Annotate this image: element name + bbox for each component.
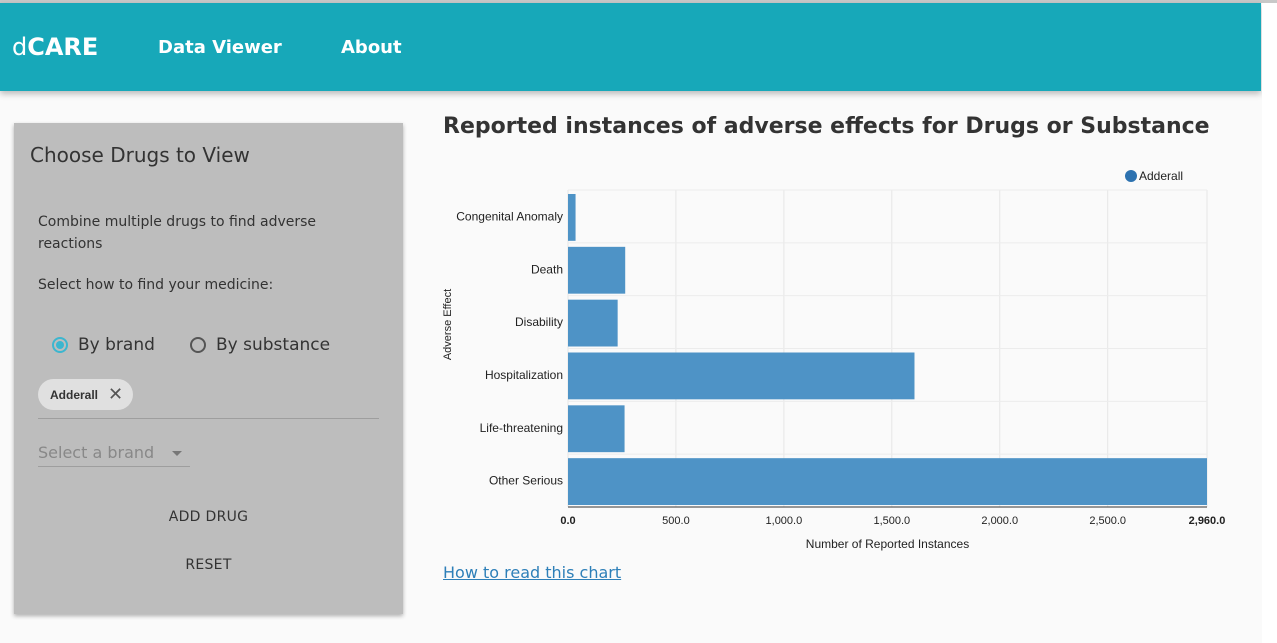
radio-by-substance-label: By substance — [216, 335, 331, 355]
panel-instruction: Select how to find your medicine: — [38, 277, 274, 293]
x-tick-label: 2,960.0 — [1189, 515, 1226, 527]
adverse-effects-chart: Congenital Anomaly Death Disability Hospita… — [442, 169, 1225, 551]
x-tick-label: 2,000.0 — [981, 515, 1018, 527]
bar — [568, 299, 618, 347]
bar — [568, 405, 625, 453]
radio-by-brand[interactable]: By brand — [52, 335, 155, 355]
bar — [568, 246, 626, 294]
brand-select[interactable]: Select a brand — [38, 443, 190, 467]
category-label: Hospitalization — [485, 368, 563, 382]
how-to-read-link[interactable]: How to read this chart — [443, 563, 622, 582]
chart-title: Reported instances of adverse effects fo… — [443, 114, 1210, 139]
nav-about[interactable]: About — [341, 37, 402, 58]
nav-data-viewer[interactable]: Data Viewer — [158, 37, 282, 58]
chart-x-ticks: 0.0 500.0 1,000.0 1,500.0 2,000.0 2,500.0 2,96… — [560, 515, 1225, 527]
x-tick-label: 2,500.0 — [1089, 515, 1126, 527]
reset-button[interactable]: RESET — [185, 557, 232, 573]
close-icon[interactable]: ✕ — [108, 383, 124, 405]
bar — [568, 194, 576, 241]
x-tick-label: 500.0 — [662, 515, 690, 527]
legend-label: Adderall — [1139, 169, 1183, 183]
panel-title: Choose Drugs to View — [30, 143, 250, 167]
page-right-edge — [1262, 3, 1277, 643]
y-axis-label: Adverse Effect — [442, 289, 454, 360]
legend-marker — [1125, 170, 1137, 182]
radio-unchecked-icon — [190, 337, 206, 353]
category-label: Congenital Anomaly — [456, 209, 563, 223]
radio-by-brand-label: By brand — [78, 335, 155, 355]
chip-input-underline — [38, 418, 379, 419]
x-axis-label: Number of Reported Instances — [806, 537, 969, 551]
radio-checked-icon — [52, 337, 68, 353]
x-tick-label: 1,500.0 — [873, 515, 910, 527]
x-tick-label: 0.0 — [560, 515, 575, 527]
bar — [568, 352, 915, 400]
bar — [568, 458, 1207, 505]
app-logo[interactable]: dCARE — [12, 33, 99, 61]
caret-down-icon — [172, 451, 182, 456]
drug-chip-adderall: Adderall ✕ — [38, 379, 134, 410]
chart-bars — [568, 194, 1207, 505]
chip-label: Adderall — [50, 387, 99, 402]
add-drug-button[interactable]: ADD DRUG — [168, 509, 249, 525]
drug-selection-panel: Choose Drugs to View Combine multiple dr… — [14, 123, 403, 614]
category-label: Death — [531, 262, 563, 276]
window-top-edge — [0, 0, 1277, 3]
chart-category-labels: Congenital Anomaly Death Disability Hospita… — [456, 209, 563, 487]
chart-legend: Adderall — [1125, 169, 1183, 183]
category-label: Disability — [515, 315, 563, 329]
top-navbar: dCARE Data Viewer About — [0, 3, 1261, 91]
brand-select-placeholder: Select a brand — [38, 443, 155, 462]
panel-description: Combine multiple drugs to find adverse r… — [38, 214, 317, 252]
radio-by-substance[interactable]: By substance — [190, 335, 330, 355]
x-tick-label: 1,000.0 — [766, 515, 803, 527]
category-label: Life-threatening — [480, 421, 563, 435]
category-label: Other Serious — [489, 474, 563, 488]
